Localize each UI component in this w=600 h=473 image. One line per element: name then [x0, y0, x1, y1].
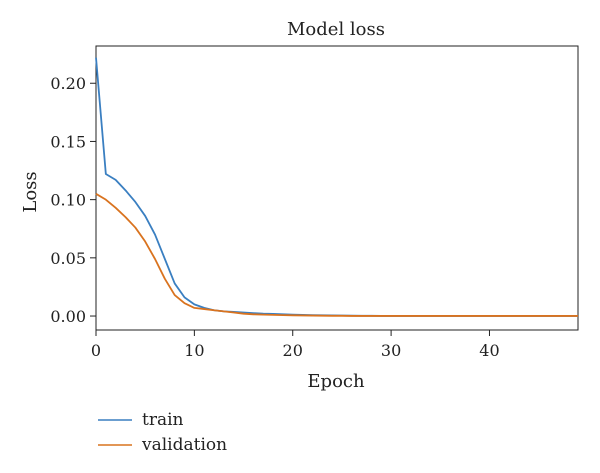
series-lines [95, 57, 578, 317]
y-tick-label: 0.15 [50, 132, 86, 151]
x-tick-label: 40 [479, 341, 499, 360]
legend-label-validation: validation [141, 435, 227, 455]
x-axis-label: Epoch [307, 371, 365, 392]
series-line-train [95, 57, 578, 317]
x-tick-label: 10 [184, 341, 204, 360]
series-line-validation [95, 193, 578, 317]
x-tick-label: 20 [283, 341, 303, 360]
legend: train validation [98, 410, 227, 455]
y-tick-label: 0.10 [50, 191, 86, 210]
plot-frame [95, 45, 579, 331]
y-tick-label: 0.00 [50, 307, 86, 326]
legend-label-train: train [142, 410, 184, 430]
chart-title: Model loss [287, 19, 385, 40]
x-tick-label: 30 [381, 341, 401, 360]
x-axis-ticks: 0 10 20 30 40 [91, 330, 500, 360]
y-tick-label: 0.20 [50, 74, 86, 93]
y-tick-label: 0.05 [50, 249, 86, 268]
y-axis-label: Loss [20, 171, 41, 212]
y-axis-ticks: 0.00 0.05 0.10 0.15 0.20 [50, 74, 96, 326]
x-tick-label: 0 [91, 341, 101, 360]
